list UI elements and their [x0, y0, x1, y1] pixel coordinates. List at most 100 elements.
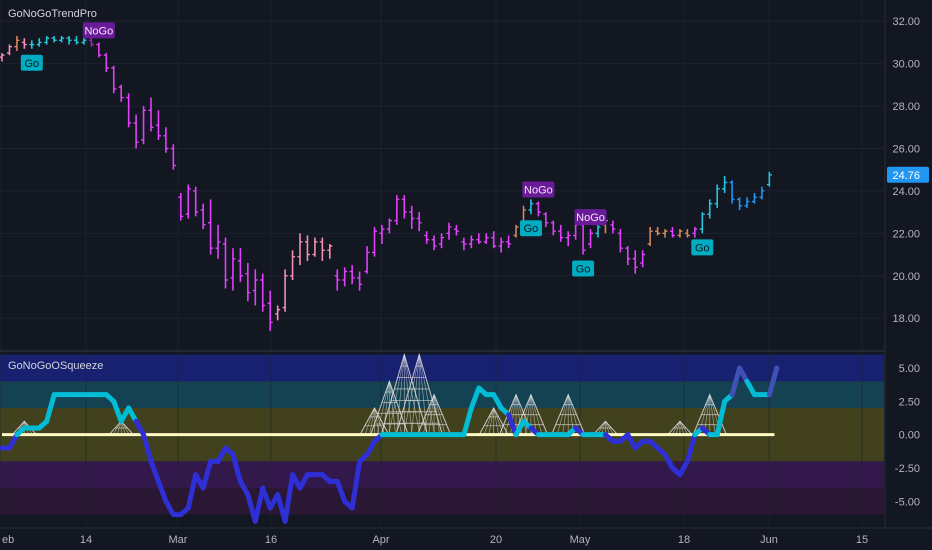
ohlc-bar[interactable] — [580, 222, 586, 255]
ohlc-bar[interactable] — [357, 271, 363, 291]
ohlc-bar[interactable] — [88, 38, 94, 47]
ohlc-bar[interactable] — [483, 233, 489, 244]
ohlc-bar[interactable] — [737, 197, 743, 210]
ohlc-bar[interactable] — [230, 248, 236, 291]
ohlc-bar[interactable] — [252, 269, 258, 306]
ohlc-bar[interactable] — [364, 246, 370, 274]
ohlc-bar[interactable] — [506, 235, 512, 249]
price-pane[interactable]: Go NoGo Go NoGo NoGo Go Go — [0, 0, 884, 350]
ohlc-bar[interactable] — [714, 184, 720, 208]
ohlc-bar[interactable] — [74, 36, 79, 45]
ohlc-bar[interactable] — [528, 199, 534, 215]
last-price-label[interactable]: 24.76 — [887, 166, 929, 183]
ohlc-bar[interactable] — [6, 44, 12, 56]
ohlc-bar[interactable] — [260, 273, 266, 312]
ohlc-bar[interactable] — [118, 84, 124, 102]
ohlc-bar[interactable] — [185, 184, 191, 219]
ohlc-bar[interactable] — [275, 305, 281, 321]
nogo-signal-label[interactable]: NoGo — [82, 22, 115, 39]
ohlc-bar[interactable] — [394, 195, 400, 225]
ohlc-bar[interactable] — [282, 269, 288, 312]
ohlc-bar[interactable] — [36, 38, 42, 47]
ohlc-bar[interactable] — [96, 42, 102, 58]
ohlc-bar[interactable] — [744, 197, 750, 208]
ohlc-bar[interactable] — [468, 235, 474, 249]
ohlc-bar[interactable] — [439, 233, 445, 249]
ohlc-bar[interactable] — [51, 36, 57, 43]
ohlc-bar[interactable] — [535, 201, 541, 217]
ohlc-bar[interactable] — [513, 224, 519, 238]
ohlc-bar[interactable] — [751, 193, 757, 204]
squeeze-pane[interactable] — [0, 352, 884, 528]
ohlc-bar[interactable] — [722, 176, 728, 194]
ohlc-bar[interactable] — [565, 231, 571, 247]
ohlc-bar[interactable] — [133, 114, 139, 149]
ohlc-bar[interactable] — [379, 224, 385, 244]
ohlc-bar[interactable] — [617, 229, 623, 253]
ohlc-bar[interactable] — [29, 40, 35, 49]
nogo-signal-label[interactable]: NoGo — [574, 209, 607, 226]
ohlc-bar[interactable] — [476, 233, 482, 244]
ohlc-bar[interactable] — [401, 195, 407, 219]
ohlc-bar[interactable] — [215, 224, 221, 259]
ohlc-bar[interactable] — [170, 144, 176, 170]
ohlc-bar[interactable] — [223, 237, 228, 289]
ohlc-bar[interactable] — [21, 38, 27, 49]
ohlc-bar[interactable] — [707, 199, 713, 219]
ohlc-bar[interactable] — [178, 193, 184, 221]
go-signal-label[interactable]: Go — [691, 239, 714, 256]
ohlc-bar[interactable] — [498, 237, 504, 253]
ohlc-bar[interactable] — [647, 226, 653, 247]
ohlc-bar[interactable] — [312, 237, 318, 257]
ohlc-bar[interactable] — [163, 127, 169, 153]
ohlc-bar[interactable] — [66, 36, 72, 45]
go-signal-label[interactable]: Go — [20, 54, 43, 71]
ohlc-bar[interactable] — [334, 269, 340, 291]
ohlc-bar[interactable] — [59, 36, 65, 43]
ohlc-bar[interactable] — [319, 237, 325, 261]
price-indicator-title[interactable]: GoNoGoTrendPro — [8, 8, 97, 20]
ohlc-bar[interactable] — [670, 226, 675, 238]
ohlc-bar[interactable] — [193, 186, 199, 217]
ohlc-bar[interactable] — [267, 290, 273, 331]
ohlc-bar[interactable] — [141, 106, 147, 145]
ohlc-bar[interactable] — [155, 110, 161, 140]
ohlc-bar[interactable] — [692, 226, 698, 238]
ohlc-bar[interactable] — [290, 250, 296, 280]
ohlc-bar[interactable] — [431, 235, 437, 251]
ohlc-bar[interactable] — [453, 224, 459, 236]
ohlc-bar[interactable] — [126, 93, 132, 128]
squeeze-indicator-title[interactable]: GoNoGoOSqueeze — [8, 360, 104, 372]
ohlc-bar[interactable] — [640, 250, 646, 268]
ohlc-bar[interactable] — [677, 229, 683, 238]
ohlc-bar[interactable] — [461, 237, 467, 251]
ohlc-bar[interactable] — [655, 226, 661, 236]
ohlc-bar[interactable] — [766, 171, 772, 187]
ohlc-bar[interactable] — [759, 186, 765, 200]
ohlc-bar[interactable] — [111, 65, 117, 94]
nogo-signal-label[interactable]: NoGo — [522, 181, 555, 198]
ohlc-bar[interactable] — [424, 231, 430, 244]
ohlc-bar[interactable] — [699, 212, 705, 234]
ohlc-bar[interactable] — [491, 231, 497, 249]
ohlc-bar[interactable] — [543, 212, 549, 227]
ohlc-bar[interactable] — [0, 53, 5, 62]
ohlc-bar[interactable] — [446, 222, 452, 240]
ohlc-bar[interactable] — [349, 265, 355, 285]
ohlc-bar[interactable] — [386, 218, 392, 234]
go-signal-label[interactable]: Go — [572, 260, 595, 277]
ohlc-bar[interactable] — [81, 38, 87, 45]
go-signal-label[interactable]: Go — [519, 220, 542, 237]
ohlc-bar[interactable] — [729, 180, 735, 204]
ohlc-bar[interactable] — [304, 235, 310, 261]
ohlc-bar[interactable] — [148, 97, 154, 132]
ohlc-bar[interactable] — [409, 205, 415, 230]
ohlc-bar[interactable] — [588, 229, 594, 249]
ohlc-bar[interactable] — [14, 36, 20, 51]
ohlc-bar[interactable] — [558, 224, 564, 242]
ohlc-bar[interactable] — [245, 263, 251, 302]
ohlc-bar[interactable] — [610, 220, 616, 234]
ohlc-bar[interactable] — [416, 212, 422, 232]
ohlc-bar[interactable] — [632, 250, 638, 274]
